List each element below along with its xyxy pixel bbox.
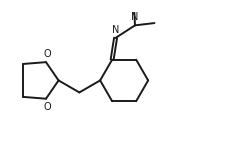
Text: O: O xyxy=(43,49,51,59)
Text: O: O xyxy=(43,102,51,112)
Text: N: N xyxy=(111,25,119,35)
Text: N: N xyxy=(131,12,138,22)
